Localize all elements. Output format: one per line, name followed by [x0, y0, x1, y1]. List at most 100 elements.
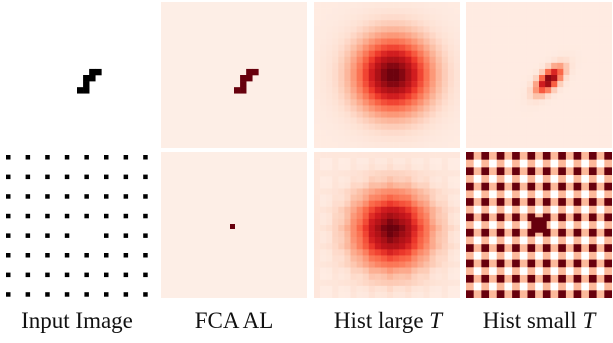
- heat-cell: [399, 99, 406, 106]
- checker-cell: [565, 159, 574, 168]
- heat-cell: [514, 8, 522, 15]
- checker-cell: [496, 175, 505, 184]
- dot: [64, 213, 70, 219]
- heat-cell: [441, 164, 449, 171]
- heat-cell: [405, 291, 412, 298]
- heat-cell: [417, 188, 424, 195]
- heat-cell: [441, 14, 449, 21]
- heat-cell: [368, 75, 376, 82]
- heat-cell: [320, 38, 327, 45]
- heat-cell: [320, 243, 327, 250]
- checker-cell: [604, 159, 612, 168]
- heat-cell: [380, 56, 388, 64]
- heat-cell: [447, 218, 455, 226]
- heat-cell: [417, 93, 424, 100]
- checker-cell: [542, 213, 551, 222]
- checker-cell: [573, 159, 582, 168]
- checker-cell: [596, 175, 605, 184]
- heat-cell: [393, 117, 400, 124]
- heat-cell: [545, 135, 552, 143]
- heat-cell: [472, 2, 479, 9]
- heat-cell: [350, 164, 357, 171]
- checker-cell: [519, 244, 528, 253]
- heat-cell: [472, 111, 479, 118]
- heat-cell: [380, 123, 388, 131]
- heat-cell: [484, 75, 491, 82]
- heat-cell: [551, 44, 558, 51]
- checker-cell: [542, 152, 551, 160]
- checker-cell: [573, 221, 582, 230]
- heat-cell: [326, 152, 333, 159]
- heat-cell: [429, 20, 436, 27]
- heat-cell: [387, 188, 394, 195]
- heat-cell: [393, 105, 400, 112]
- dot: [84, 272, 89, 278]
- heat-cell: [374, 56, 382, 64]
- checker-cell: [466, 259, 474, 268]
- heat-cell: [368, 176, 376, 183]
- heat-cell: [399, 117, 406, 124]
- shape-pixel: [95, 68, 102, 76]
- heat-cell: [563, 26, 570, 33]
- heat-cell: [411, 164, 418, 171]
- heat-cell: [417, 170, 424, 177]
- checker-cell: [473, 274, 482, 283]
- heat-cell: [508, 32, 515, 39]
- checker-cell: [481, 167, 490, 176]
- checker-cell: [565, 251, 574, 260]
- dot: [123, 155, 129, 160]
- heat-cell: [526, 50, 534, 58]
- heat-cell: [332, 188, 339, 195]
- heat-cell: [374, 20, 382, 27]
- checker-cell: [596, 182, 605, 191]
- heat-cell: [435, 182, 443, 189]
- checker-cell: [596, 213, 605, 222]
- heat-cell: [399, 249, 406, 256]
- heat-cell: [356, 255, 363, 262]
- checker-cell: [542, 205, 551, 214]
- caption-input-image: Input Image: [21, 308, 133, 333]
- heat-cell: [429, 105, 436, 112]
- heat-cell: [320, 206, 327, 214]
- heat-cell: [441, 129, 449, 137]
- checker-cell: [504, 213, 513, 222]
- heat-cell: [490, 123, 497, 131]
- heat-cell: [532, 87, 540, 94]
- heat-cell: [350, 206, 357, 214]
- heat-cell: [344, 218, 351, 226]
- heat-cell: [344, 105, 351, 112]
- heat-cell: [593, 68, 601, 76]
- heat-cell: [411, 194, 418, 201]
- heat-cell: [466, 26, 473, 33]
- heat-cell: [551, 68, 558, 76]
- heat-cell: [374, 111, 382, 118]
- heat-cell: [399, 93, 406, 100]
- heat-cell: [374, 225, 382, 232]
- heat-cell: [405, 2, 412, 9]
- heat-cell: [581, 32, 588, 39]
- heat-cell: [593, 8, 601, 15]
- heat-cell: [453, 279, 460, 287]
- heat-cell: [350, 182, 357, 189]
- heat-cell: [447, 164, 455, 171]
- heat-cell: [490, 99, 497, 106]
- heat-cell: [429, 212, 436, 220]
- heat-cell: [563, 129, 570, 137]
- heat-cell: [484, 14, 491, 21]
- heat-cell: [338, 231, 345, 238]
- heat-cell: [466, 32, 473, 39]
- heat-cell: [508, 14, 515, 21]
- heat-cell: [411, 279, 418, 287]
- heat-cell: [393, 218, 400, 226]
- checker-cell: [581, 290, 590, 298]
- checker-cell: [466, 228, 474, 237]
- heat-cell: [508, 62, 515, 70]
- heat-cell: [447, 152, 455, 159]
- heat-cell: [466, 99, 473, 106]
- heat-cell: [532, 68, 540, 76]
- heat-cell: [441, 176, 449, 183]
- heat-cell: [326, 243, 333, 250]
- heat-cell: [545, 81, 552, 88]
- heat-cell: [569, 20, 576, 27]
